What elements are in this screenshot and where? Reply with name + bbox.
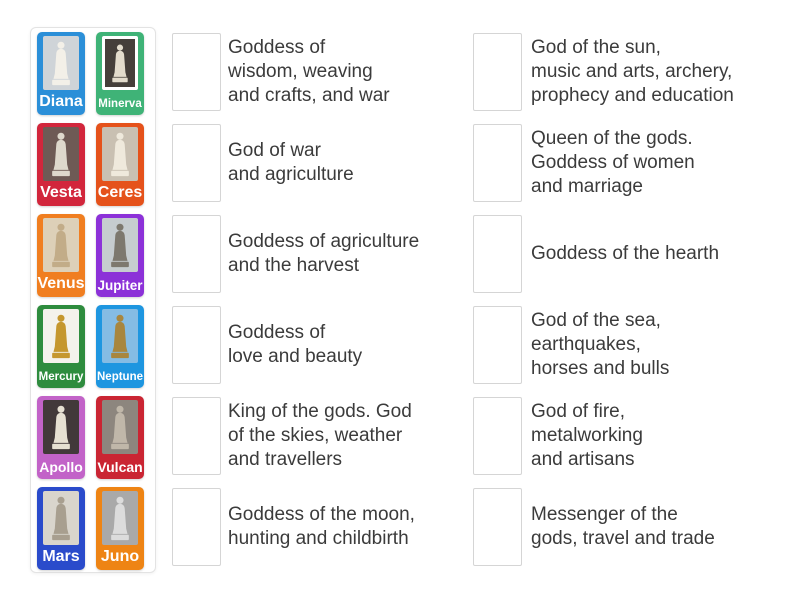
answer-drop-zone[interactable] bbox=[172, 215, 221, 293]
god-name-label: Diana bbox=[39, 93, 83, 110]
statue-photo bbox=[43, 400, 79, 454]
statue-photo bbox=[102, 400, 138, 454]
statue-photo bbox=[102, 218, 138, 272]
god-tile-neptune[interactable]: Neptune bbox=[96, 305, 144, 388]
answer-drop-zone[interactable] bbox=[473, 215, 522, 293]
statue-photo bbox=[43, 36, 79, 90]
answer-drop-zone[interactable] bbox=[473, 488, 522, 566]
definition-text: God of fire, metalworking and artisans bbox=[531, 401, 643, 470]
god-tile-minerva[interactable]: Minerva bbox=[96, 32, 144, 115]
god-tile-venus[interactable]: Venus bbox=[37, 214, 85, 297]
god-name-label: Jupiter bbox=[97, 277, 143, 293]
definition-row: Goddess of love and beauty bbox=[172, 306, 419, 384]
keywords-panel: Diana Minerva Vesta bbox=[30, 27, 156, 573]
god-tile-vesta[interactable]: Vesta bbox=[37, 123, 85, 206]
definition-text: Goddess of love and beauty bbox=[228, 322, 363, 367]
god-name-label: Neptune bbox=[97, 370, 143, 383]
statue-icon bbox=[52, 132, 70, 177]
answer-drop-zone[interactable] bbox=[473, 33, 522, 111]
definition-text: God of the sun, music and arts, archery,… bbox=[531, 37, 734, 106]
statue-icon bbox=[111, 223, 129, 268]
definition-row: Queen of the gods. Goddess of women and … bbox=[473, 124, 734, 202]
answer-drop-zone[interactable] bbox=[473, 397, 522, 475]
definition-row: King of the gods. God of the skies, weat… bbox=[172, 397, 419, 475]
god-tile-vulcan[interactable]: Vulcan bbox=[96, 396, 144, 479]
statue-icon bbox=[52, 223, 70, 268]
god-tile-jupiter[interactable]: Jupiter bbox=[96, 214, 144, 297]
god-name-label: Minerva bbox=[98, 97, 142, 110]
definition-row: Messenger of the gods, travel and trade bbox=[473, 488, 734, 566]
statue-icon bbox=[111, 314, 129, 359]
statue-icon bbox=[52, 405, 70, 450]
statue-photo bbox=[102, 309, 138, 363]
definition-text: Messenger of the gods, travel and trade bbox=[531, 504, 715, 549]
god-name-label: Apollo bbox=[39, 459, 83, 475]
answer-drop-zone[interactable] bbox=[473, 124, 522, 202]
statue-icon bbox=[52, 496, 70, 541]
definition-text: Queen of the gods. Goddess of women and … bbox=[531, 128, 695, 197]
definition-row: God of war and agriculture bbox=[172, 124, 419, 202]
statue-icon bbox=[112, 44, 128, 83]
god-tile-mars[interactable]: Mars bbox=[37, 487, 85, 570]
statue-icon bbox=[111, 132, 129, 177]
definition-text: King of the gods. God of the skies, weat… bbox=[228, 401, 412, 470]
definition-row: Goddess of agriculture and the harvest bbox=[172, 215, 419, 293]
statue-photo bbox=[102, 127, 138, 181]
statue-photo bbox=[102, 491, 138, 545]
god-name-label: Mars bbox=[42, 548, 80, 565]
answer-drop-zone[interactable] bbox=[172, 33, 221, 111]
god-tile-diana[interactable]: Diana bbox=[37, 32, 85, 115]
statue-icon bbox=[52, 41, 70, 86]
definition-row: God of the sun, music and arts, archery,… bbox=[473, 33, 734, 111]
definition-row: Goddess of wisdom, weaving and crafts, a… bbox=[172, 33, 419, 111]
statue-icon bbox=[111, 405, 129, 450]
definition-text: God of war and agriculture bbox=[228, 140, 354, 185]
definition-text: Goddess of wisdom, weaving and crafts, a… bbox=[228, 37, 390, 106]
statue-photo bbox=[102, 36, 138, 90]
god-tile-ceres[interactable]: Ceres bbox=[96, 123, 144, 206]
answer-drop-zone[interactable] bbox=[473, 306, 522, 384]
god-name-label: Ceres bbox=[97, 184, 143, 201]
statue-photo bbox=[43, 127, 79, 181]
statue-photo bbox=[43, 491, 79, 545]
answer-drop-zone[interactable] bbox=[172, 488, 221, 566]
definition-row: Goddess of the moon, hunting and childbi… bbox=[172, 488, 419, 566]
god-name-label: Mercury bbox=[38, 370, 84, 383]
answer-drop-zone[interactable] bbox=[172, 397, 221, 475]
answer-drop-zone[interactable] bbox=[172, 306, 221, 384]
definitions-column-right: God of the sun, music and arts, archery,… bbox=[473, 33, 734, 579]
definition-text: Goddess of the hearth bbox=[531, 243, 720, 264]
definition-text: Goddess of agriculture and the harvest bbox=[228, 231, 420, 276]
statue-photo bbox=[43, 218, 79, 272]
definition-text: God of the sea, earthquakes, horses and … bbox=[531, 310, 670, 379]
god-tile-mercury[interactable]: Mercury bbox=[37, 305, 85, 388]
definition-row: Goddess of the hearth bbox=[473, 215, 734, 293]
statue-icon bbox=[111, 496, 129, 541]
statue-icon bbox=[52, 314, 70, 359]
definitions-column-left: Goddess of wisdom, weaving and crafts, a… bbox=[172, 33, 419, 579]
god-name-label: Juno bbox=[100, 548, 140, 565]
god-name-label: Venus bbox=[37, 275, 85, 292]
god-name-label: Vulcan bbox=[97, 459, 143, 475]
definition-row: God of fire, metalworking and artisans bbox=[473, 397, 734, 475]
definition-row: God of the sea, earthquakes, horses and … bbox=[473, 306, 734, 384]
god-tile-apollo[interactable]: Apollo bbox=[37, 396, 85, 479]
god-tile-juno[interactable]: Juno bbox=[96, 487, 144, 570]
definition-text: Goddess of the moon, hunting and childbi… bbox=[228, 504, 415, 549]
god-name-label: Vesta bbox=[40, 184, 82, 201]
answer-drop-zone[interactable] bbox=[172, 124, 221, 202]
statue-photo bbox=[43, 309, 79, 363]
